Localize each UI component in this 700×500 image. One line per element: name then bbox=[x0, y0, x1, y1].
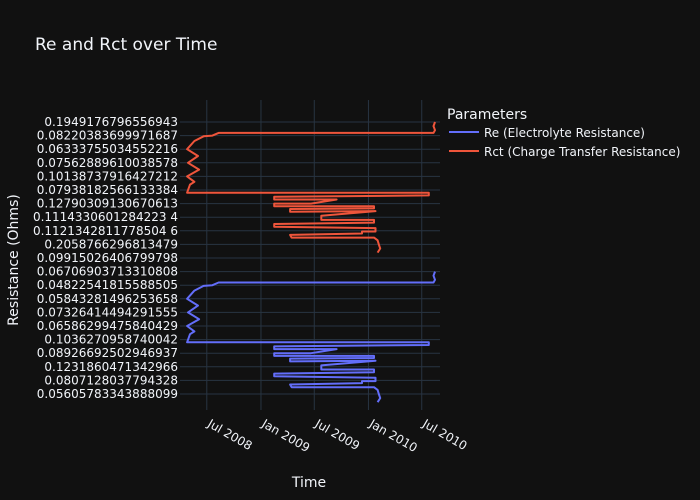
y-tick-label: 0.08220383699971687 bbox=[37, 129, 178, 143]
plot-background bbox=[180, 100, 440, 410]
y-tick-label: 0.07562889610038578 bbox=[37, 156, 178, 170]
y-tick-label: 0.0807128037794328 bbox=[44, 373, 178, 387]
y-tick-label: 0.06706903713310808 bbox=[37, 265, 178, 279]
y-tick-label: 0.1231860471342966 bbox=[44, 360, 178, 374]
legend-label-rct: Rct (Charge Transfer Resistance) bbox=[484, 145, 680, 159]
grid-lines bbox=[180, 100, 440, 410]
legend-item-re[interactable]: Re (Electrolyte Resistance) bbox=[449, 126, 645, 140]
y-tick-label: 0.04822541815588505 bbox=[37, 278, 178, 292]
legend-label-re: Re (Electrolyte Resistance) bbox=[484, 126, 645, 140]
chart-title: Re and Rct over Time bbox=[35, 35, 217, 55]
y-tick-label: 0.1949176796556943 bbox=[44, 115, 178, 129]
legend-item-rct[interactable]: Rct (Charge Transfer Resistance) bbox=[449, 145, 680, 159]
y-axis-ticks: 0.19491767965569430.082203836999716870.0… bbox=[33, 115, 178, 401]
y-tick-label: 0.05605783343888099 bbox=[37, 387, 178, 401]
series-lines bbox=[186, 121, 436, 403]
series-line-re bbox=[186, 271, 436, 403]
y-tick-label: 0.1036270958740042 bbox=[44, 333, 178, 347]
y-tick-label: 0.07326414494291555 bbox=[37, 305, 178, 319]
y-tick-label: 0.2058766296813479 bbox=[44, 237, 178, 251]
plot-area bbox=[180, 100, 440, 410]
y-tick-label: 0.1114330601284223 4 bbox=[33, 210, 178, 224]
y-axis-title: Resistance (Ohms) bbox=[6, 194, 22, 326]
y-tick-label: 0.09915026406799798 bbox=[37, 251, 178, 265]
legend[interactable]: Parameters Re (Electrolyte Resistance) R… bbox=[447, 107, 680, 159]
x-axis-title: Time bbox=[291, 475, 326, 491]
y-tick-label: 0.07938182566133384 bbox=[37, 183, 178, 197]
y-tick-label: 0.08926692502946937 bbox=[37, 346, 178, 360]
series-line-rct bbox=[186, 121, 436, 254]
legend-title: Parameters bbox=[447, 107, 527, 123]
y-tick-label: 0.1121342811778504 6 bbox=[33, 224, 178, 238]
y-tick-label: 0.06586299475840429 bbox=[37, 319, 178, 333]
y-tick-label: 0.12790309130670613 bbox=[37, 197, 178, 211]
y-tick-label: 0.06333755034552216 bbox=[37, 142, 178, 156]
y-tick-label: 0.05843281496253658 bbox=[37, 292, 178, 306]
y-tick-label: 0.10138737916427212 bbox=[37, 169, 178, 183]
